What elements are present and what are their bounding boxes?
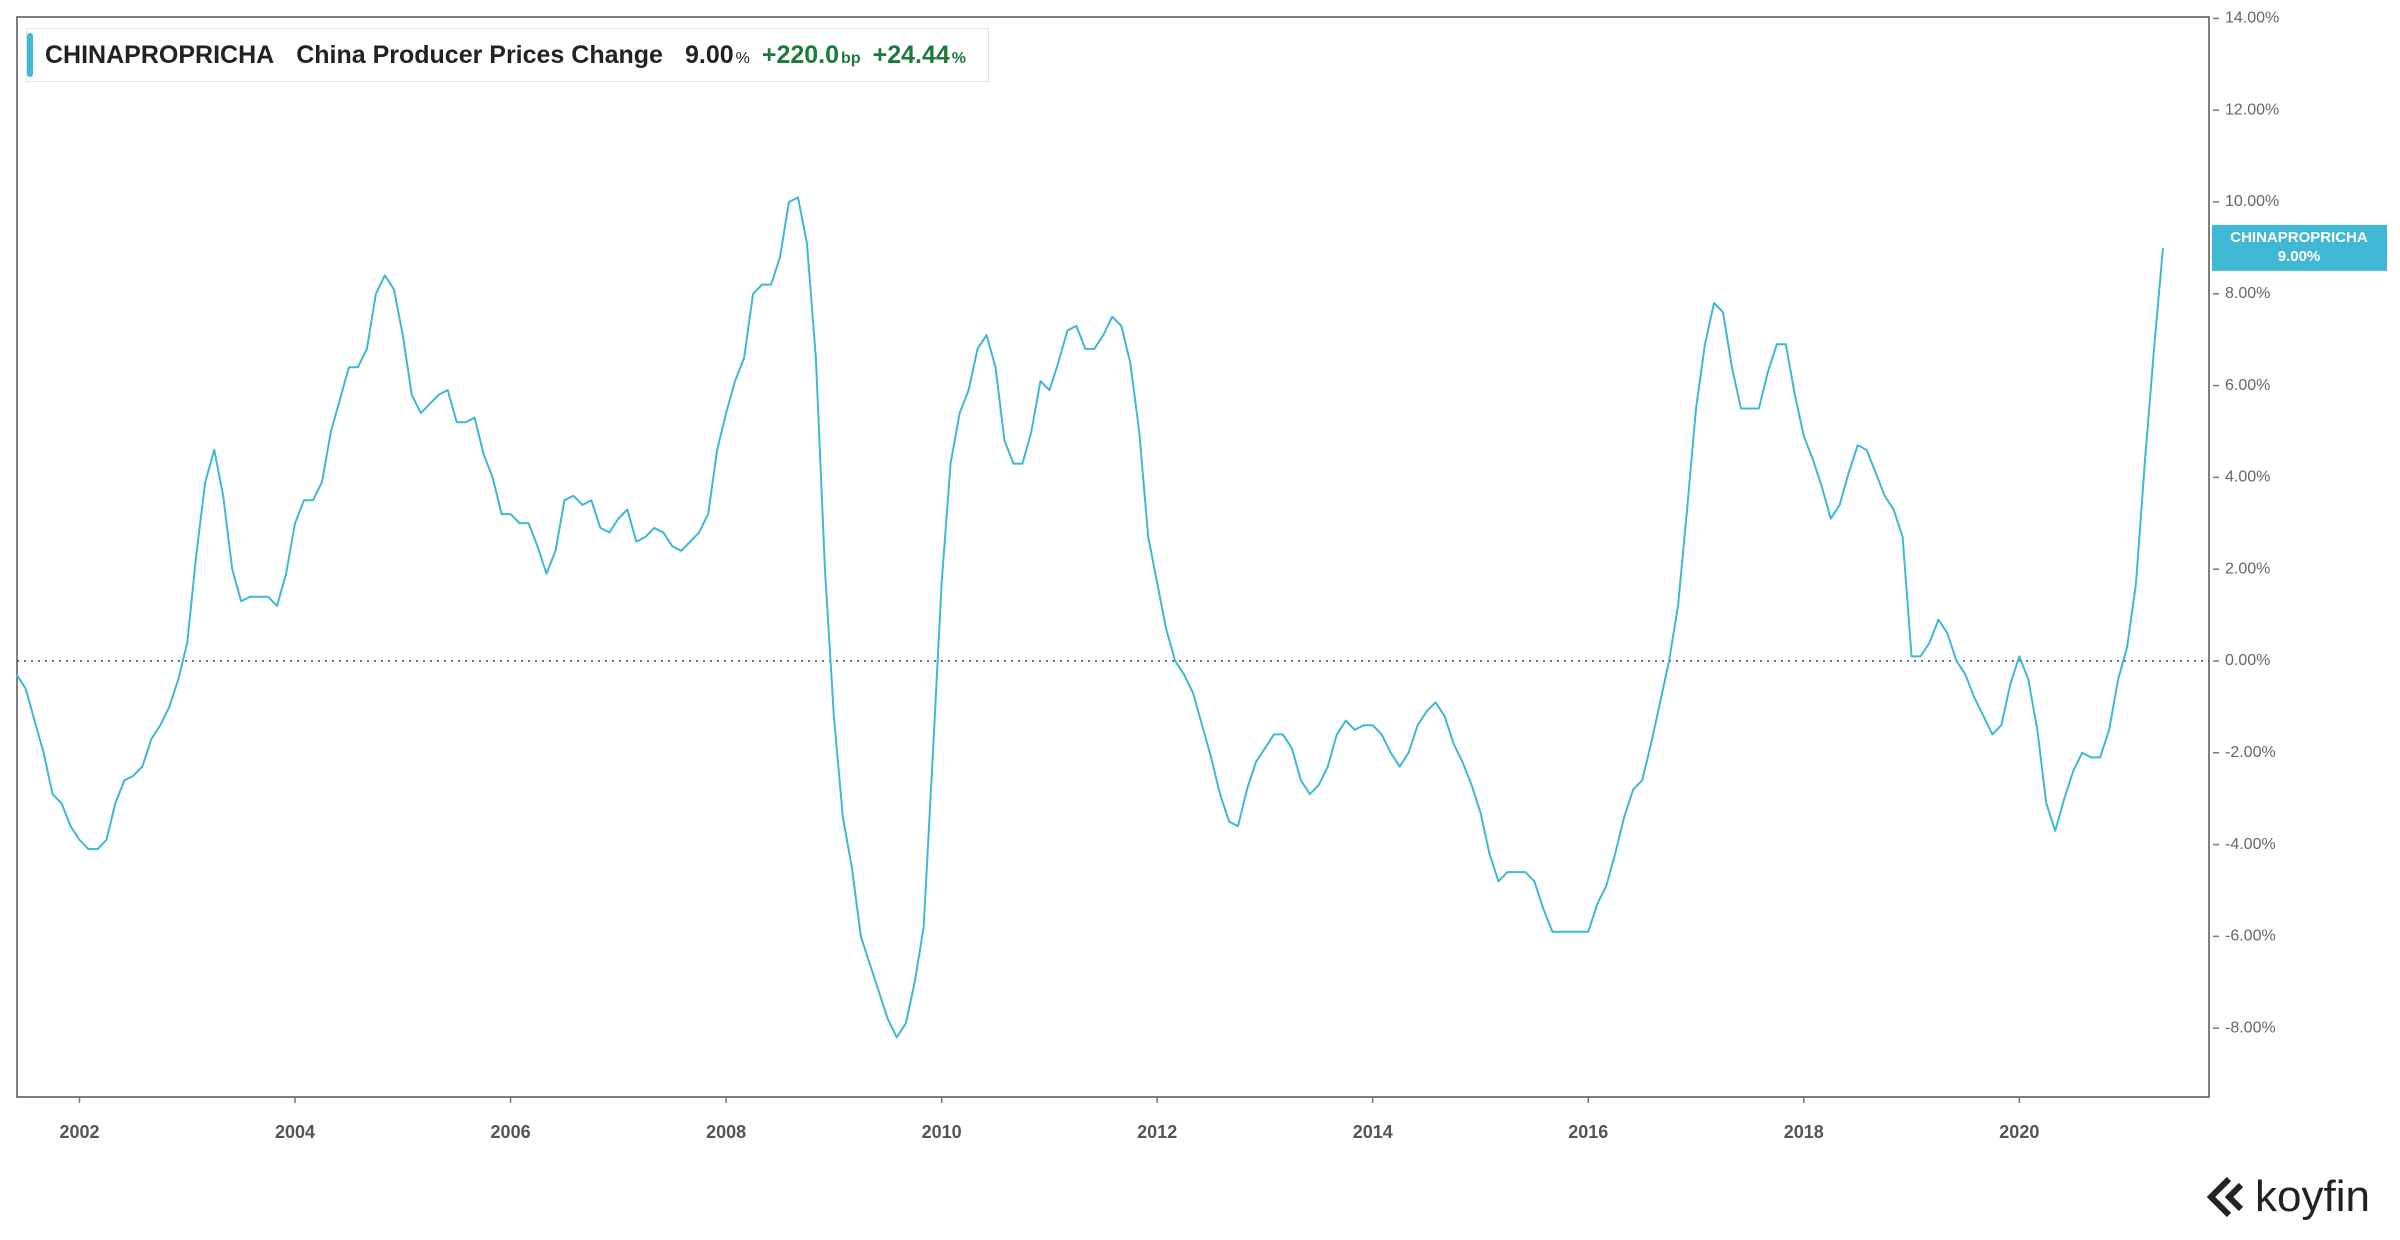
x-tick-label: 2002 — [59, 1122, 99, 1142]
unit: % — [951, 49, 966, 67]
x-tick-label: 2006 — [491, 1122, 531, 1142]
y-tick-label: 0.00% — [2225, 652, 2270, 669]
x-tick-label: 2020 — [1999, 1122, 2039, 1142]
y-tick-label: 10.00% — [2225, 193, 2279, 210]
y-tick-label: -2.00% — [2225, 744, 2276, 761]
legend-swatch — [27, 33, 33, 77]
badge-ticker: CHINAPROPRICHA — [2230, 229, 2368, 246]
x-tick-label: 2014 — [1353, 1122, 1393, 1142]
legend: CHINAPROPRICHA China Producer Prices Cha… — [26, 28, 989, 82]
x-tick-label: 2010 — [922, 1122, 962, 1142]
y-tick-label: 12.00% — [2225, 101, 2279, 118]
unit: % — [735, 49, 750, 67]
change-pct: +24.44 — [872, 40, 950, 69]
plot-frame — [16, 16, 2210, 1098]
series-line — [15, 196, 2164, 1039]
y-tick-label: 8.00% — [2225, 285, 2270, 302]
ticker: CHINAPROPRICHA — [45, 40, 275, 69]
x-tick-label: 2008 — [706, 1122, 746, 1142]
logo-text: koyfin — [2255, 1172, 2370, 1221]
badge-value: 9.00% — [2278, 248, 2321, 265]
y-tick-label: 4.00% — [2225, 469, 2270, 486]
y-tick-label: 2.00% — [2225, 560, 2270, 577]
last-value-badge — [2212, 224, 2387, 271]
logo: koyfin — [2205, 1172, 2370, 1222]
x-tick-label: 2004 — [275, 1122, 315, 1142]
logo-icon — [2206, 1176, 2244, 1218]
y-tick-label: -8.00% — [2225, 1019, 2276, 1036]
y-tick-label: -6.00% — [2225, 928, 2276, 945]
y-tick-label: -4.00% — [2225, 836, 2276, 853]
x-tick-label: 2016 — [1568, 1122, 1608, 1142]
x-tick-label: 2012 — [1137, 1122, 1177, 1142]
unit: bp — [841, 49, 861, 67]
y-tick-label: 14.00% — [2225, 10, 2279, 27]
y-tick-label: 6.00% — [2225, 377, 2270, 394]
change: +220.0 — [761, 40, 840, 69]
last-value: 9.00 — [684, 40, 734, 69]
series-name: China Producer Prices Change — [296, 40, 663, 69]
x-tick-label: 2018 — [1784, 1122, 1824, 1142]
